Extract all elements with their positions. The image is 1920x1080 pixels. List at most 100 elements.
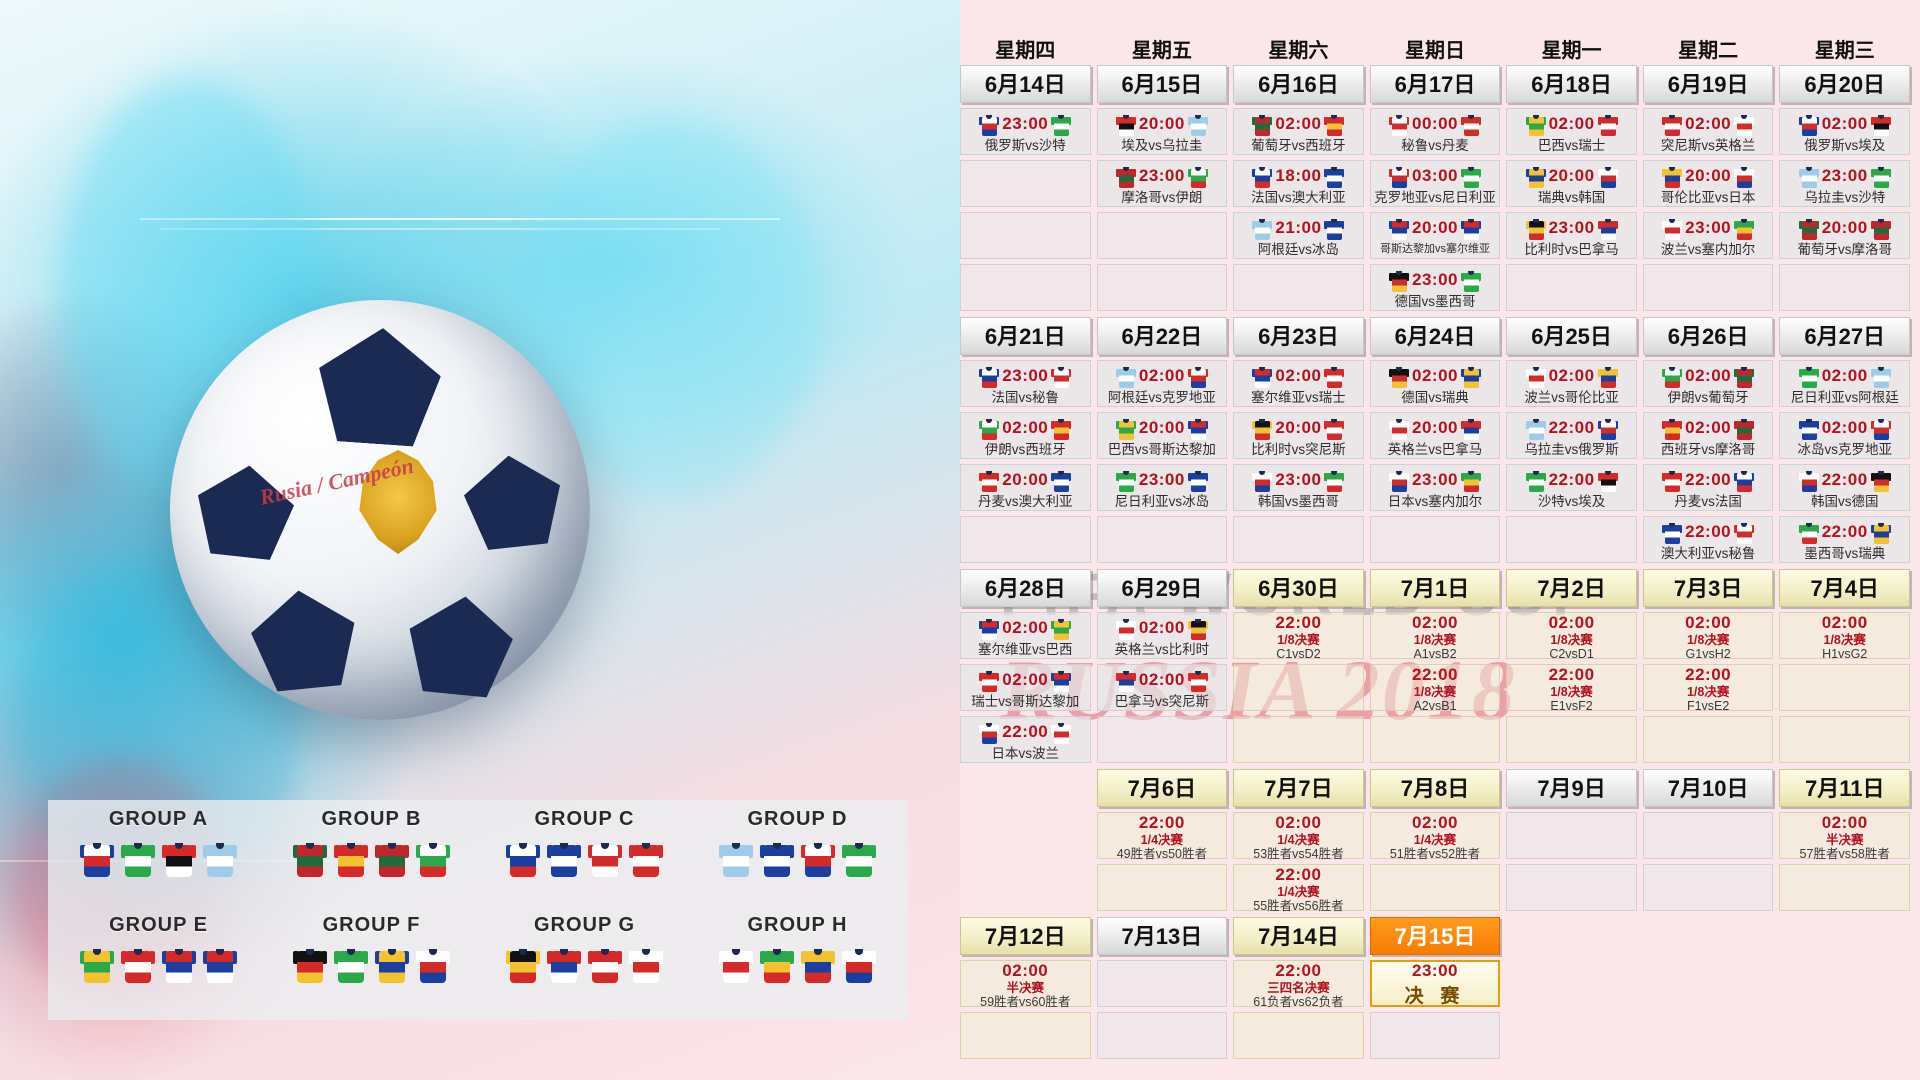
group-match-card[interactable]: 20:00 英格兰vs巴拿马: [1369, 412, 1501, 459]
date-cell[interactable]: 6月30日: [1233, 569, 1364, 607]
knockout-match-card[interactable]: 02:00 1/8决赛 A1vsB2: [1369, 612, 1501, 661]
group-match-card[interactable]: 02:00 英格兰vs比利时: [1096, 612, 1228, 659]
date-cell[interactable]: 6月18日: [1506, 65, 1637, 103]
final-match-card[interactable]: 23:00 决 赛: [1369, 960, 1501, 1007]
group-d[interactable]: GROUP D: [693, 806, 902, 908]
group-match-card[interactable]: 23:00 日本vs塞内加尔: [1369, 464, 1501, 511]
group-match-card[interactable]: 20:00 比利时vs突尼斯: [1233, 412, 1364, 459]
group-match-card[interactable]: 02:00 阿根廷vs克罗地亚: [1096, 360, 1228, 407]
date-cell[interactable]: 7月9日: [1506, 769, 1637, 807]
group-match-card[interactable]: 02:00 冰岛vs克罗地亚: [1779, 412, 1910, 459]
group-match-card[interactable]: 02:00 突尼斯vs英格兰: [1642, 108, 1774, 155]
date-cell[interactable]: 6月22日: [1096, 317, 1228, 355]
group-match-card[interactable]: 02:00 葡萄牙vs西班牙: [1233, 108, 1364, 155]
date-cell[interactable]: 6月17日: [1369, 65, 1501, 103]
group-f[interactable]: GROUP F: [267, 912, 476, 1014]
date-cell[interactable]: 6月25日: [1506, 317, 1637, 355]
group-match-card[interactable]: 02:00 尼日利亚vs阿根廷: [1779, 360, 1910, 407]
group-match-card[interactable]: 23:00 摩洛哥vs伊朗: [1096, 160, 1228, 207]
date-cell[interactable]: 6月14日: [960, 65, 1091, 103]
date-cell[interactable]: 6月26日: [1642, 317, 1774, 355]
group-match-card[interactable]: 02:00 西班牙vs摩洛哥: [1642, 412, 1774, 459]
date-cell[interactable]: 6月29日: [1096, 569, 1228, 607]
group-match-card[interactable]: 20:00 瑞典vs韩国: [1506, 160, 1637, 207]
group-match-card[interactable]: 21:00 阿根廷vs冰岛: [1233, 212, 1364, 259]
date-cell[interactable]: 6月28日: [960, 569, 1091, 607]
group-match-card[interactable]: 02:00 波兰vs哥伦比亚: [1506, 360, 1637, 407]
knockout-match-card[interactable]: 02:00 半决赛 57胜者vs58胜者: [1779, 812, 1910, 861]
knockout-match-card[interactable]: 02:00 1/8决赛 G1vsH2: [1642, 612, 1774, 661]
group-match-card[interactable]: 02:00 伊朗vs西班牙: [960, 412, 1091, 459]
date-cell[interactable]: 7月4日: [1779, 569, 1910, 607]
group-match-card[interactable]: 22:00 沙特vs埃及: [1506, 464, 1637, 511]
group-match-card[interactable]: 20:00 巴西vs哥斯达黎加: [1096, 412, 1228, 459]
group-match-card[interactable]: 02:00 俄罗斯vs埃及: [1779, 108, 1910, 155]
group-match-card[interactable]: 02:00 伊朗vs葡萄牙: [1642, 360, 1774, 407]
knockout-match-card[interactable]: 22:00 1/8决赛 F1vsE2: [1642, 664, 1774, 713]
knockout-match-card[interactable]: 22:00 1/4决赛 55胜者vs56胜者: [1233, 864, 1364, 913]
knockout-match-card[interactable]: 22:00 1/8决赛 E1vsF2: [1506, 664, 1637, 713]
group-match-card[interactable]: 02:00 塞尔维亚vs巴西: [960, 612, 1091, 659]
group-match-card[interactable]: 22:00 日本vs波兰: [960, 716, 1091, 763]
group-match-card[interactable]: 02:00 巴拿马vs突尼斯: [1096, 664, 1228, 711]
knockout-match-card[interactable]: 22:00 1/8决赛 C1vsD2: [1233, 612, 1364, 661]
date-cell[interactable]: 7月6日: [1096, 769, 1228, 807]
date-cell[interactable]: 7月2日: [1506, 569, 1637, 607]
date-cell[interactable]: 7月10日: [1642, 769, 1774, 807]
date-cell[interactable]: 6月23日: [1233, 317, 1364, 355]
group-match-card[interactable]: 20:00 丹麦vs澳大利亚: [960, 464, 1091, 511]
knockout-match-card[interactable]: 22:00 1/4决赛 49胜者vs50胜者: [1096, 812, 1228, 861]
date-cell[interactable]: 7月3日: [1642, 569, 1774, 607]
group-match-card[interactable]: 18:00 法国vs澳大利亚: [1233, 160, 1364, 207]
date-cell[interactable]: 6月19日: [1642, 65, 1774, 103]
group-h[interactable]: GROUP H: [693, 912, 902, 1014]
knockout-match-card[interactable]: 02:00 半决赛 59胜者vs60胜者: [960, 960, 1091, 1009]
date-cell[interactable]: 6月16日: [1233, 65, 1364, 103]
date-cell[interactable]: 7月15日: [1369, 917, 1501, 955]
date-cell[interactable]: 6月21日: [960, 317, 1091, 355]
group-a[interactable]: GROUP A: [54, 806, 263, 908]
group-match-card[interactable]: 23:00 尼日利亚vs冰岛: [1096, 464, 1228, 511]
group-match-card[interactable]: 20:00 埃及vs乌拉圭: [1096, 108, 1228, 155]
group-match-card[interactable]: 23:00 韩国vs墨西哥: [1233, 464, 1364, 511]
group-b[interactable]: GROUP B: [267, 806, 476, 908]
group-match-card[interactable]: 23:00 乌拉圭vs沙特: [1779, 160, 1910, 207]
knockout-match-card[interactable]: 22:00 三四名决赛 61负者vs62负者: [1233, 960, 1364, 1009]
group-match-card[interactable]: 20:00 哥伦比亚vs日本: [1642, 160, 1774, 207]
knockout-match-card[interactable]: 02:00 1/4决赛 51胜者vs52胜者: [1369, 812, 1501, 861]
date-cell[interactable]: 7月11日: [1779, 769, 1910, 807]
date-cell[interactable]: 7月12日: [960, 917, 1091, 955]
date-cell[interactable]: 7月8日: [1369, 769, 1501, 807]
group-match-card[interactable]: 00:00 秘鲁vs丹麦: [1369, 108, 1501, 155]
date-cell[interactable]: 7月1日: [1369, 569, 1501, 607]
group-match-card[interactable]: 02:00 巴西vs瑞士: [1506, 108, 1637, 155]
group-match-card[interactable]: 23:00 俄罗斯vs沙特: [960, 108, 1091, 155]
group-match-card[interactable]: 23:00 波兰vs塞内加尔: [1642, 212, 1774, 259]
group-e[interactable]: GROUP E: [54, 912, 263, 1014]
group-match-card[interactable]: 02:00 德国vs瑞典: [1369, 360, 1501, 407]
group-match-card[interactable]: 03:00 克罗地亚vs尼日利亚: [1369, 160, 1501, 207]
knockout-match-card[interactable]: 22:00 1/8决赛 A2vsB1: [1369, 664, 1501, 713]
group-match-card[interactable]: 20:00 哥斯达黎加vs塞尔维亚: [1369, 212, 1501, 259]
knockout-match-card[interactable]: 02:00 1/8决赛 H1vsG2: [1779, 612, 1910, 661]
date-cell[interactable]: 7月7日: [1233, 769, 1364, 807]
knockout-match-card[interactable]: 02:00 1/8决赛 C2vsD1: [1506, 612, 1637, 661]
group-match-card[interactable]: 23:00 德国vs墨西哥: [1369, 264, 1501, 311]
group-match-card[interactable]: 22:00 丹麦vs法国: [1642, 464, 1774, 511]
date-cell[interactable]: 6月15日: [1096, 65, 1228, 103]
group-match-card[interactable]: 20:00 葡萄牙vs摩洛哥: [1779, 212, 1910, 259]
date-cell[interactable]: 7月14日: [1233, 917, 1364, 955]
group-c[interactable]: GROUP C: [480, 806, 689, 908]
group-match-card[interactable]: 22:00 乌拉圭vs俄罗斯: [1506, 412, 1637, 459]
date-cell[interactable]: 6月20日: [1779, 65, 1910, 103]
date-cell[interactable]: 7月13日: [1096, 917, 1228, 955]
group-match-card[interactable]: 23:00 比利时vs巴拿马: [1506, 212, 1637, 259]
group-match-card[interactable]: 22:00 韩国vs德国: [1779, 464, 1910, 511]
group-match-card[interactable]: 22:00 墨西哥vs瑞典: [1779, 516, 1910, 563]
knockout-match-card[interactable]: 02:00 1/4决赛 53胜者vs54胜者: [1233, 812, 1364, 861]
date-cell[interactable]: 6月27日: [1779, 317, 1910, 355]
date-cell[interactable]: 6月24日: [1369, 317, 1501, 355]
group-match-card[interactable]: 23:00 法国vs秘鲁: [960, 360, 1091, 407]
group-g[interactable]: GROUP G: [480, 912, 689, 1014]
group-match-card[interactable]: 22:00 澳大利亚vs秘鲁: [1642, 516, 1774, 563]
